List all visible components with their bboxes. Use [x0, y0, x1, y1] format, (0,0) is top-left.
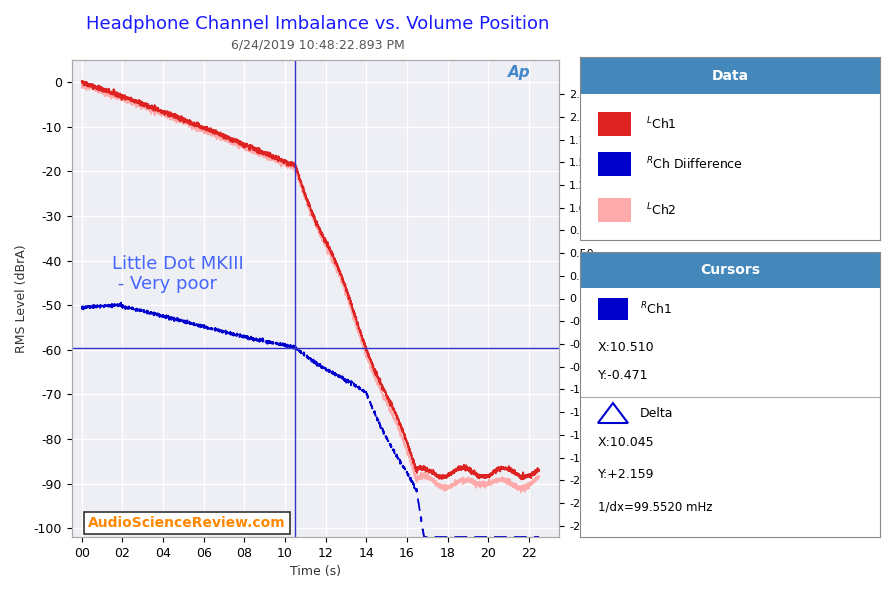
Bar: [597, 112, 630, 136]
Text: $^R$Ch Diifference: $^R$Ch Diifference: [645, 156, 742, 172]
Text: Delta: Delta: [639, 407, 672, 419]
Text: AudioScienceReview.com: AudioScienceReview.com: [88, 517, 285, 530]
Text: 6/24/2019 10:48:22.893 PM: 6/24/2019 10:48:22.893 PM: [231, 39, 404, 52]
Text: X:10.510: X:10.510: [597, 341, 654, 354]
Bar: [597, 152, 630, 176]
Bar: [579, 57, 879, 94]
Text: Y:-0.471: Y:-0.471: [597, 370, 648, 382]
Y-axis label: RMS Level (dB): RMS Level (dB): [605, 251, 618, 346]
Text: 1/dx=99.5520 mHz: 1/dx=99.5520 mHz: [597, 500, 712, 514]
X-axis label: Time (s): Time (s): [290, 565, 341, 578]
Text: Little Dot MKIII
 - Very poor: Little Dot MKIII - Very poor: [112, 254, 244, 293]
Text: X:10.045: X:10.045: [597, 436, 654, 449]
Y-axis label: RMS Level (dBrA): RMS Level (dBrA): [15, 244, 28, 353]
Polygon shape: [597, 403, 628, 423]
Bar: [597, 198, 630, 221]
Text: Data: Data: [711, 69, 747, 83]
Bar: [597, 298, 628, 320]
Bar: [579, 252, 879, 287]
Text: $^L$Ch2: $^L$Ch2: [645, 202, 676, 218]
Text: Y:+2.159: Y:+2.159: [597, 468, 654, 481]
Text: Cursors: Cursors: [699, 263, 759, 277]
Text: Ap: Ap: [508, 65, 530, 80]
Text: Headphone Channel Imbalance vs. Volume Position: Headphone Channel Imbalance vs. Volume P…: [86, 15, 549, 33]
Text: $^R$Ch1: $^R$Ch1: [639, 301, 671, 317]
Text: $^L$Ch1: $^L$Ch1: [645, 115, 676, 132]
